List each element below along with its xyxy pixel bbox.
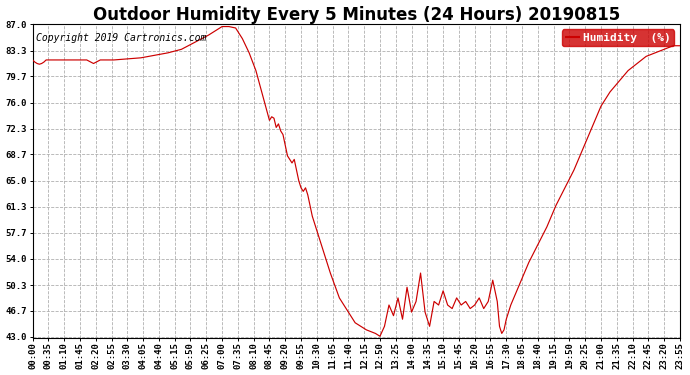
Text: Copyright 2019 Cartronics.com: Copyright 2019 Cartronics.com	[36, 33, 206, 43]
Legend: Humidity  (%): Humidity (%)	[562, 29, 674, 46]
Title: Outdoor Humidity Every 5 Minutes (24 Hours) 20190815: Outdoor Humidity Every 5 Minutes (24 Hou…	[92, 6, 620, 24]
